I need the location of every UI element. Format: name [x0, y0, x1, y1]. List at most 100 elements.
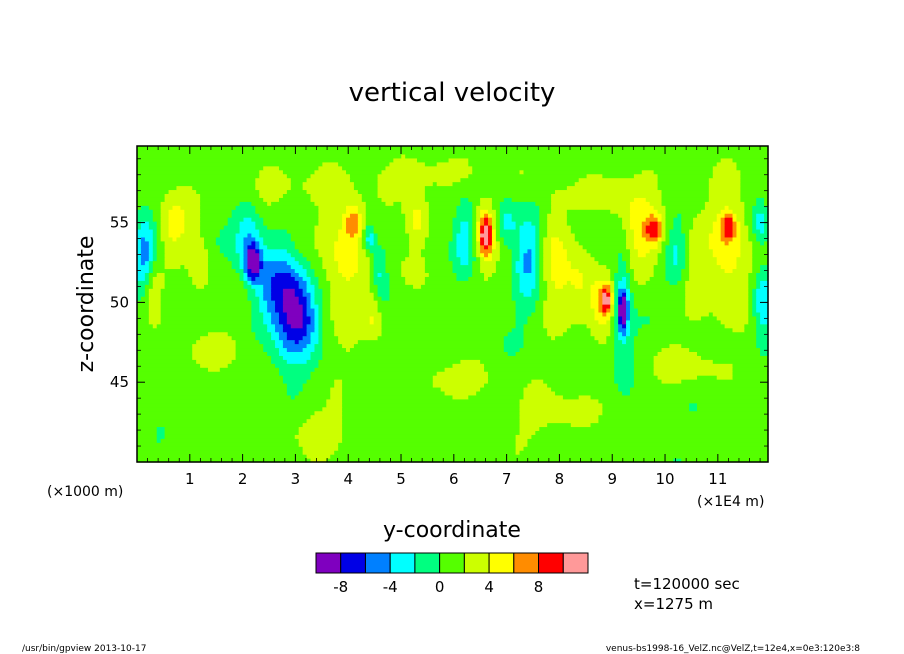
heatmap-cell — [487, 225, 493, 230]
colorbar-tick-label: 0 — [435, 578, 445, 596]
heatmap-cell — [140, 205, 150, 210]
heatmap-cell — [164, 197, 201, 202]
heatmap-cell — [539, 264, 544, 270]
heatmap-cell — [207, 252, 225, 258]
heatmap-cell — [286, 189, 308, 194]
heatmap-cell — [184, 225, 201, 230]
heatmap-cell — [622, 331, 627, 337]
heatmap-cell — [511, 260, 517, 266]
heatmap-cell — [708, 232, 722, 238]
heatmap-cell — [756, 217, 765, 222]
heatmap-cell — [338, 446, 517, 451]
heatmap-cell — [732, 375, 769, 380]
heatmap-cell — [689, 402, 698, 408]
heatmap-cell — [314, 315, 320, 321]
heatmap-cell — [566, 213, 619, 218]
heatmap-cell — [665, 268, 682, 273]
heatmap-cell — [381, 244, 410, 250]
heatmap-cell — [633, 375, 659, 380]
heatmap-cell — [278, 311, 288, 317]
heatmap-cell — [610, 292, 615, 297]
heatmap-cell — [271, 331, 280, 337]
heatmap-cell — [420, 221, 430, 226]
heatmap-cell — [318, 307, 323, 313]
heatmap-cell — [342, 343, 355, 349]
heatmap-cell — [275, 363, 320, 368]
heatmap-cell — [570, 323, 588, 329]
heatmap-cell — [294, 256, 308, 262]
heatmap-cell — [708, 236, 722, 242]
heatmap-cell — [551, 260, 572, 266]
heatmap-cell — [629, 272, 635, 277]
heatmap-cell — [137, 383, 288, 388]
heatmap-cell — [633, 367, 655, 372]
heatmap-cell — [574, 181, 659, 187]
heatmap-cell — [712, 221, 722, 226]
heatmap-cell — [137, 181, 256, 187]
heatmap-cell — [661, 236, 667, 242]
heatmap-cell — [196, 359, 233, 364]
heatmap-cell — [369, 288, 379, 293]
heatmap-cell — [318, 319, 323, 325]
heatmap-cell — [259, 228, 288, 234]
heatmap-cell — [330, 311, 383, 317]
heatmap-cell — [673, 458, 682, 463]
heatmap-cell — [219, 244, 237, 250]
heatmap-cell — [487, 213, 493, 218]
heatmap-cell — [543, 276, 552, 281]
heatmap-cell — [152, 252, 158, 258]
heatmap-cell — [361, 244, 367, 250]
heatmap-cell — [598, 288, 603, 293]
heatmap-cell — [310, 414, 343, 420]
heatmap-cell — [243, 217, 252, 222]
heatmap-cell — [314, 240, 335, 246]
heatmap-cell — [740, 228, 749, 234]
heatmap-cell — [428, 228, 454, 234]
heatmap-cell — [428, 221, 454, 226]
heatmap-cell — [409, 240, 426, 246]
heatmap-cell — [314, 201, 367, 206]
heatmap-cell — [302, 383, 335, 388]
heatmap-cell — [732, 232, 738, 238]
heatmap-cell — [685, 284, 749, 289]
heatmap-cell — [302, 319, 312, 325]
heatmap-cell — [744, 221, 753, 226]
heatmap-cell — [401, 264, 426, 270]
heatmap-cell — [582, 284, 592, 289]
heatmap-cell — [373, 280, 391, 285]
heatmap-cell — [618, 260, 627, 266]
heatmap-cell — [535, 244, 540, 250]
heatmap-cell — [633, 300, 686, 305]
heatmap-cell — [523, 335, 552, 341]
heatmap-cell — [503, 339, 525, 345]
heatmap-cell — [657, 232, 663, 238]
heatmap-cell — [523, 169, 643, 175]
heatmap-cell — [476, 209, 481, 214]
heatmap-cell — [342, 217, 347, 222]
heatmap-cell — [310, 193, 363, 198]
heatmap-cell — [570, 280, 584, 285]
heatmap-cell — [515, 225, 521, 230]
heatmap-cell — [290, 264, 304, 270]
heatmap-cell — [231, 260, 241, 266]
heatmap-cell — [531, 311, 544, 317]
heatmap-cell — [460, 256, 469, 262]
heatmap-cell — [472, 268, 481, 273]
x-tick-label: 8 — [555, 470, 565, 488]
heatmap-cell — [551, 272, 584, 277]
heatmap-cell — [744, 213, 753, 218]
heatmap-cell — [685, 260, 690, 266]
heatmap-cell — [476, 205, 493, 210]
heatmap-cell — [681, 458, 769, 463]
heatmap-cell — [200, 225, 225, 230]
heatmap-cell — [610, 276, 615, 281]
heatmap-cell — [255, 209, 320, 214]
heatmap-cell — [353, 343, 505, 349]
heatmap-cell — [452, 225, 461, 230]
heatmap-cell — [365, 201, 387, 206]
heatmap-cell — [756, 296, 769, 301]
heatmap-cell — [275, 307, 284, 313]
heatmap-cell — [685, 296, 749, 301]
heatmap-cell — [140, 252, 150, 258]
heatmap-cell — [310, 315, 316, 321]
